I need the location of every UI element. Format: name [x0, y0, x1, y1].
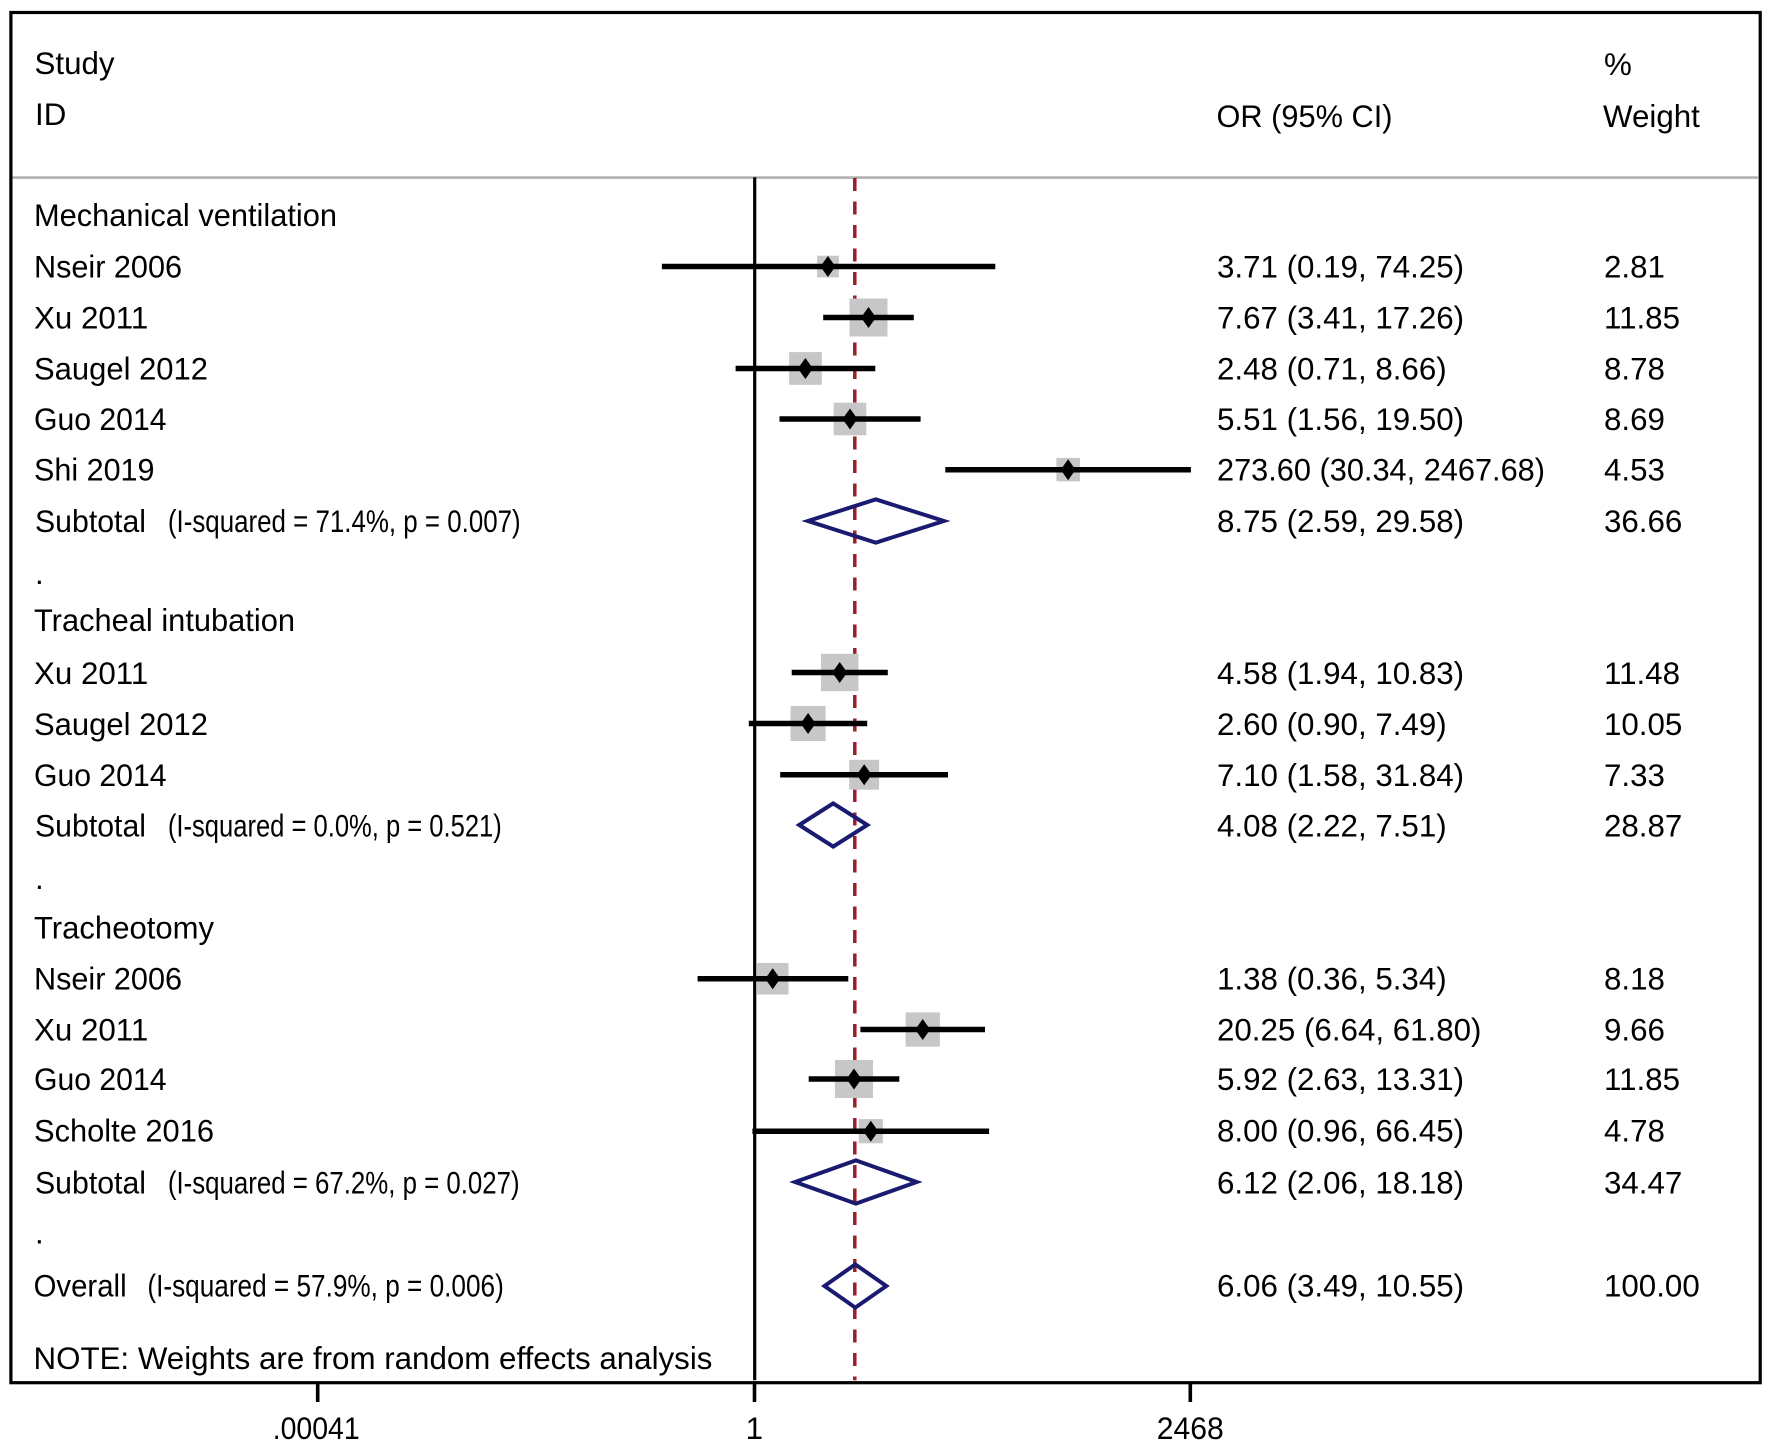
svg-text:2.60 (0.90, 7.49): 2.60 (0.90, 7.49) [1217, 707, 1447, 742]
svg-text:Guo 2014: Guo 2014 [34, 1062, 167, 1097]
svg-text:.: . [35, 556, 44, 591]
svg-text:6.06 (3.49, 10.55): 6.06 (3.49, 10.55) [1217, 1269, 1464, 1304]
svg-text:.: . [35, 861, 44, 896]
svg-text:8.00 (0.96, 66.45): 8.00 (0.96, 66.45) [1217, 1114, 1464, 1149]
svg-text:Subtotal: Subtotal [35, 809, 146, 844]
svg-text:ID: ID [35, 97, 66, 132]
svg-text:5.92 (2.63, 13.31): 5.92 (2.63, 13.31) [1217, 1062, 1464, 1097]
svg-text:OR (95% CI): OR (95% CI) [1217, 99, 1393, 134]
svg-text:(I-squared = 57.9%, p = 0.006): (I-squared = 57.9%, p = 0.006) [147, 1269, 503, 1304]
svg-text:4.08 (2.22, 7.51): 4.08 (2.22, 7.51) [1217, 809, 1447, 844]
svg-text:Nseir 2006: Nseir 2006 [34, 249, 182, 284]
svg-text:(I-squared = 0.0%, p = 0.521): (I-squared = 0.0%, p = 0.521) [168, 809, 502, 844]
svg-text:11.85: 11.85 [1604, 300, 1680, 335]
svg-text:7.67 (3.41, 17.26): 7.67 (3.41, 17.26) [1217, 300, 1464, 335]
svg-text:3.71 (0.19, 74.25): 3.71 (0.19, 74.25) [1217, 249, 1464, 284]
svg-text:Saugel 2012: Saugel 2012 [34, 707, 208, 742]
svg-text:Xu 2011: Xu 2011 [34, 1013, 148, 1048]
svg-text:Shi 2019: Shi 2019 [34, 453, 155, 488]
svg-text:7.33: 7.33 [1604, 758, 1665, 793]
svg-text:Overall: Overall [34, 1269, 127, 1304]
svg-text:10.05: 10.05 [1604, 707, 1682, 742]
svg-text:8.78: 8.78 [1604, 351, 1665, 386]
svg-text:20.25 (6.64, 61.80): 20.25 (6.64, 61.80) [1217, 1013, 1481, 1048]
svg-text:11.85: 11.85 [1604, 1062, 1680, 1097]
svg-text:8.75 (2.59, 29.58): 8.75 (2.59, 29.58) [1217, 504, 1464, 539]
svg-text:Guo 2014: Guo 2014 [34, 402, 167, 437]
svg-text:1.38 (0.36, 5.34): 1.38 (0.36, 5.34) [1217, 962, 1447, 997]
svg-text:2.48 (0.71, 8.66): 2.48 (0.71, 8.66) [1217, 351, 1447, 386]
svg-text:6.12 (2.06, 18.18): 6.12 (2.06, 18.18) [1217, 1166, 1464, 1201]
svg-text:4.53: 4.53 [1604, 453, 1665, 488]
svg-text:(I-squared = 71.4%, p = 0.007): (I-squared = 71.4%, p = 0.007) [168, 504, 521, 539]
svg-text:Mechanical ventilation: Mechanical ventilation [34, 198, 337, 233]
svg-text:100.00: 100.00 [1604, 1269, 1700, 1304]
svg-text:Scholte 2016: Scholte 2016 [34, 1114, 214, 1149]
svg-text:Study: Study [35, 46, 115, 81]
svg-text:Subtotal: Subtotal [35, 504, 146, 539]
svg-text:8.18: 8.18 [1604, 962, 1665, 997]
svg-text:8.69: 8.69 [1604, 402, 1665, 437]
svg-text:Nseir 2006: Nseir 2006 [34, 962, 182, 997]
svg-text:Weight: Weight [1603, 99, 1700, 134]
svg-text:28.87: 28.87 [1604, 809, 1682, 844]
svg-text:7.10 (1.58, 31.84): 7.10 (1.58, 31.84) [1217, 758, 1464, 793]
svg-text:.00041: .00041 [273, 1411, 360, 1446]
svg-text:NOTE: Weights are from random: NOTE: Weights are from random effects an… [34, 1341, 713, 1376]
svg-text:Subtotal: Subtotal [35, 1166, 146, 1201]
svg-text:2.81: 2.81 [1604, 249, 1665, 284]
svg-text:9.66: 9.66 [1604, 1013, 1665, 1048]
svg-text:4.58 (1.94, 10.83): 4.58 (1.94, 10.83) [1217, 656, 1464, 691]
svg-text:Xu 2011: Xu 2011 [34, 300, 148, 335]
svg-text:2468: 2468 [1157, 1411, 1224, 1446]
svg-text:.: . [35, 1216, 44, 1251]
svg-text:34.47: 34.47 [1604, 1166, 1682, 1201]
svg-text:273.60 (30.34, 2467.68): 273.60 (30.34, 2467.68) [1217, 453, 1545, 488]
svg-text:4.78: 4.78 [1604, 1114, 1665, 1149]
svg-text:36.66: 36.66 [1604, 504, 1682, 539]
svg-text:Guo 2014: Guo 2014 [34, 758, 167, 793]
svg-text:%: % [1604, 47, 1632, 82]
svg-text:1: 1 [746, 1411, 763, 1446]
svg-text:Tracheal intubation: Tracheal intubation [34, 603, 295, 638]
svg-text:Xu 2011: Xu 2011 [34, 656, 148, 691]
svg-text:5.51 (1.56, 19.50): 5.51 (1.56, 19.50) [1217, 402, 1464, 437]
svg-text:Tracheotomy: Tracheotomy [34, 911, 214, 946]
svg-text:Saugel 2012: Saugel 2012 [34, 351, 208, 386]
svg-text:(I-squared = 67.2%, p = 0.027): (I-squared = 67.2%, p = 0.027) [168, 1166, 520, 1201]
svg-text:11.48: 11.48 [1604, 656, 1680, 691]
